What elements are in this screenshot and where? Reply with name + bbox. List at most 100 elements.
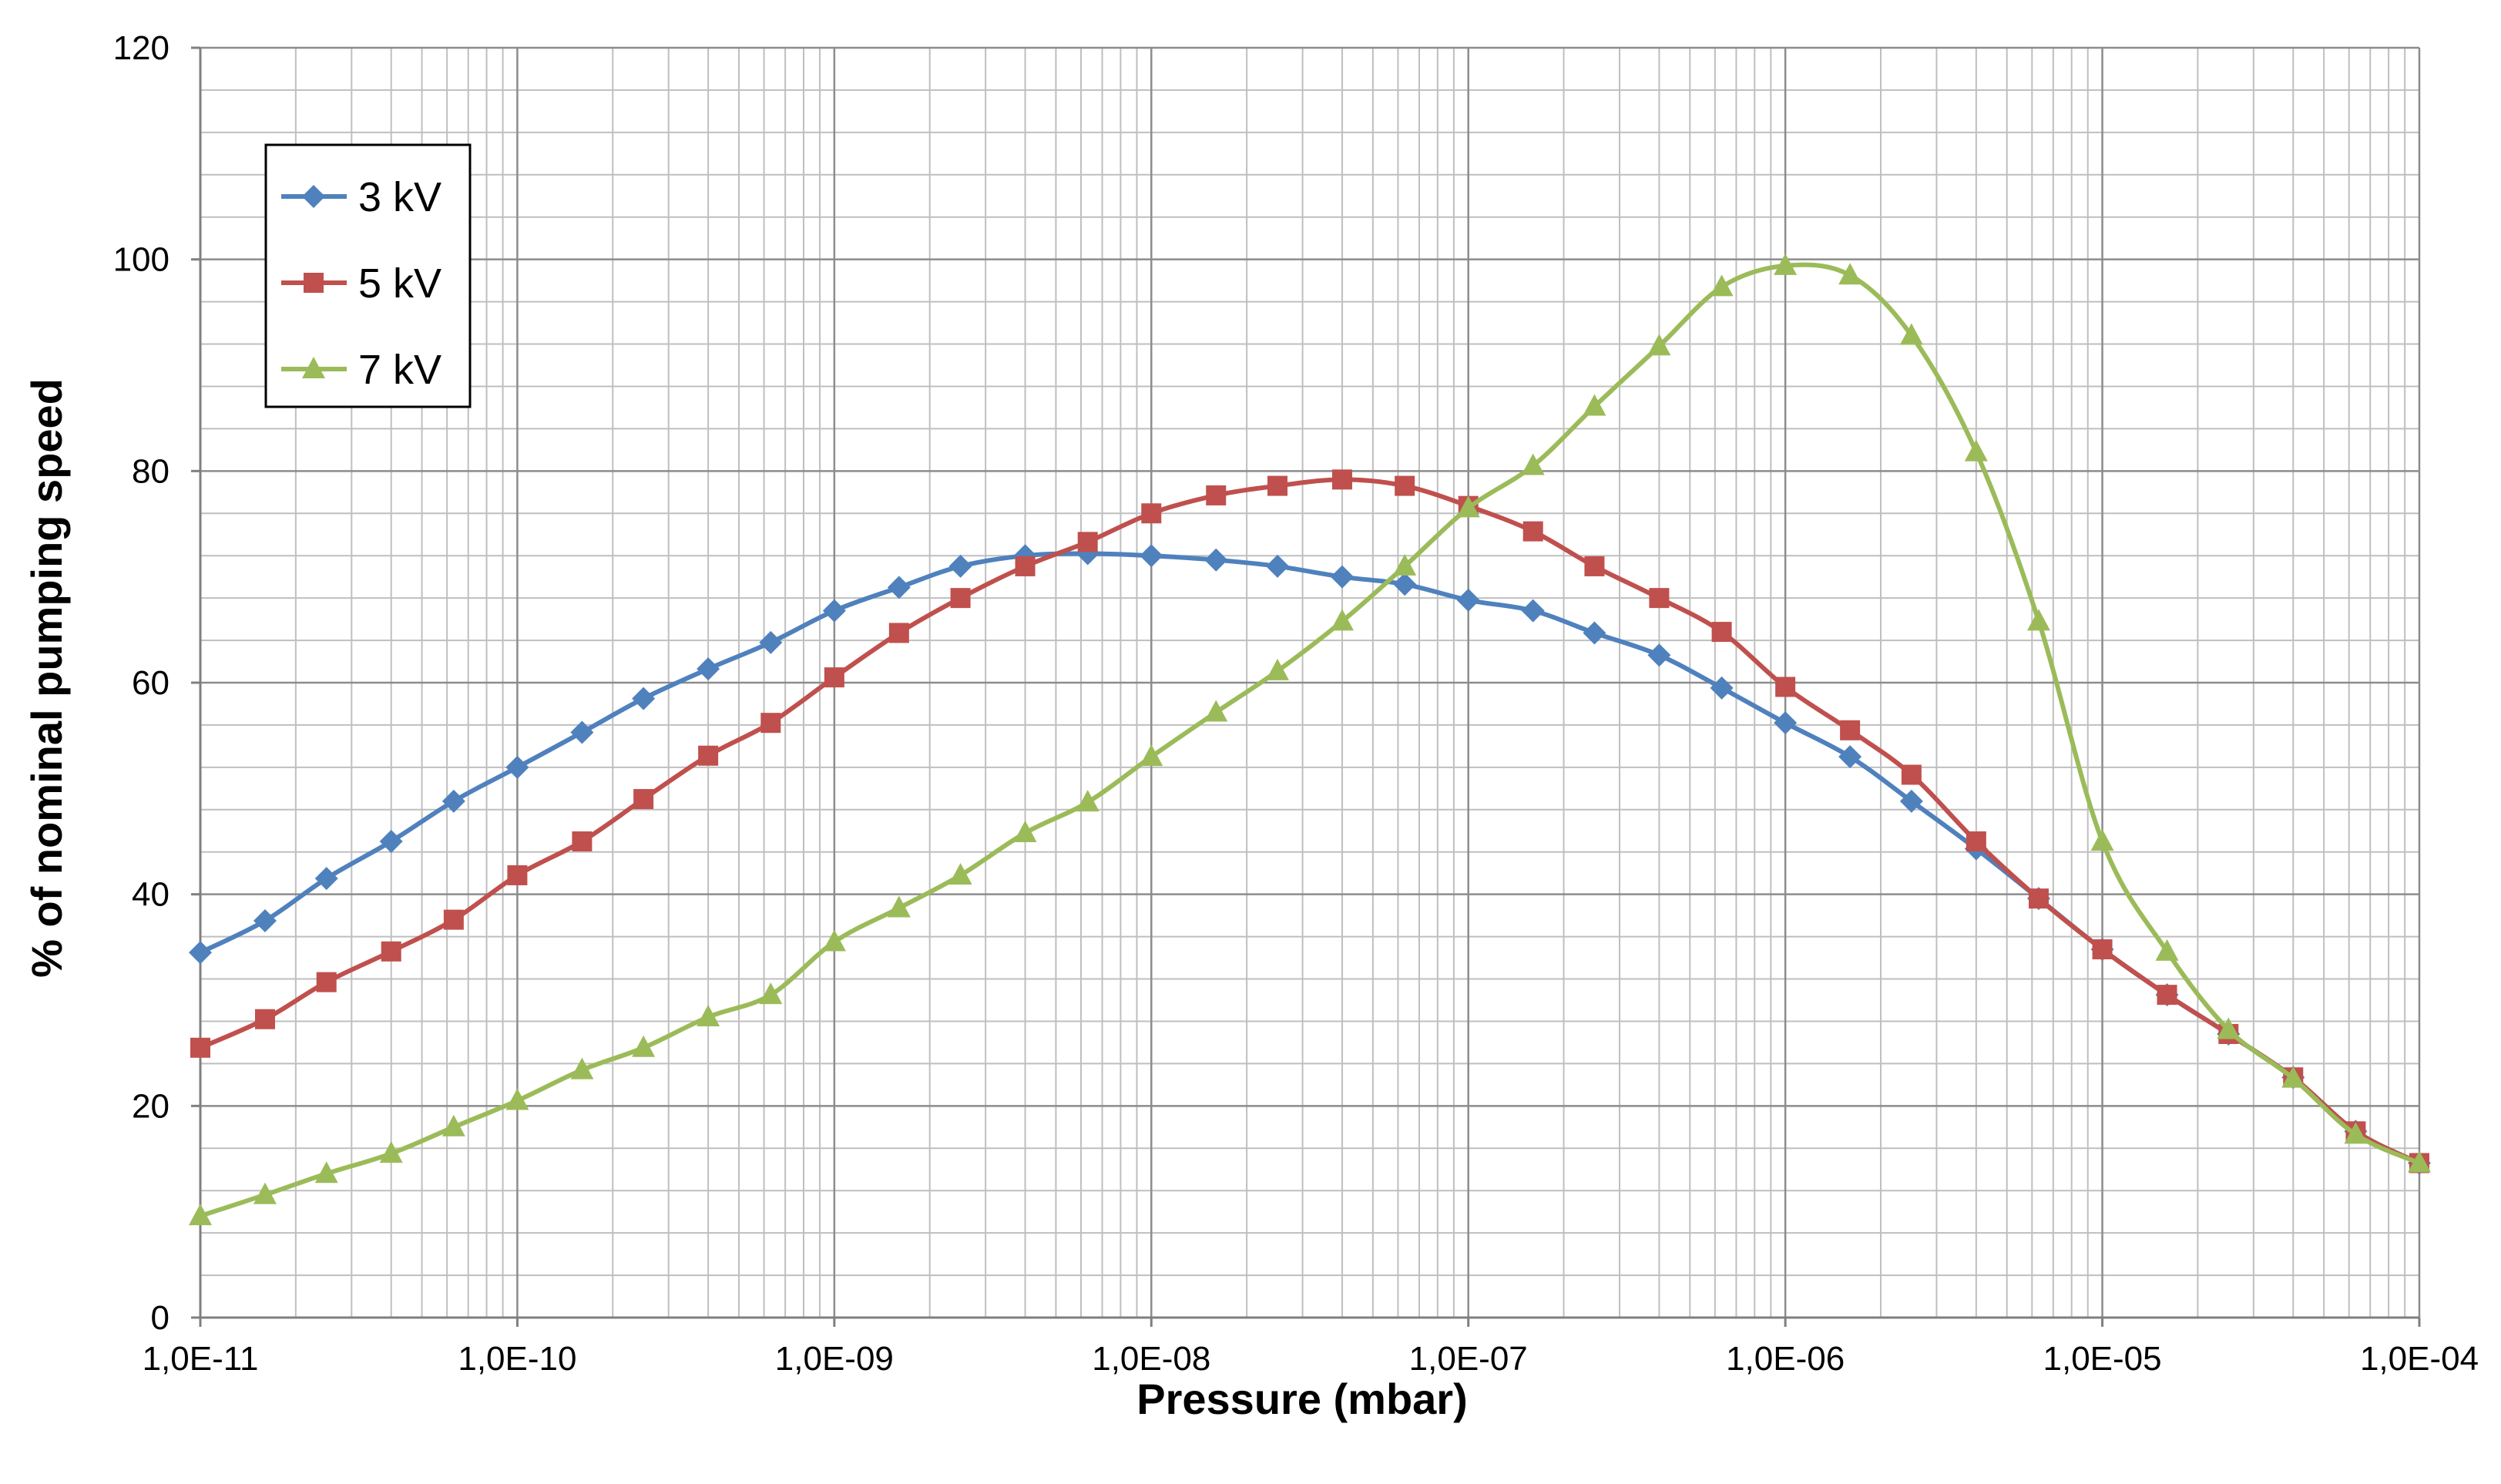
data-point-5-kv: [381, 941, 401, 962]
data-point-5-kv: [2029, 888, 2049, 909]
legend-marker-3-kv: [302, 185, 325, 208]
data-point-5-kv: [2157, 985, 2177, 1006]
data-point-7-kv: [1204, 700, 1228, 722]
data-point-7-kv: [1647, 334, 1671, 356]
data-point-3-kv: [1456, 588, 1480, 612]
data-point-7-kv: [2027, 609, 2051, 631]
series-5-kv: [190, 469, 2429, 1173]
data-point-7-kv: [1899, 323, 1923, 345]
data-point-3-kv: [697, 657, 720, 681]
y-tick-label: 60: [132, 664, 170, 702]
data-point-7-kv: [1393, 553, 1417, 576]
data-point-7-kv: [632, 1035, 656, 1057]
data-point-5-kv: [1711, 622, 1732, 643]
data-point-5-kv: [254, 1009, 275, 1029]
x-tick-label: 1,0E-09: [775, 1340, 894, 1378]
data-point-3-kv: [1330, 565, 1354, 589]
x-axis-title: Pressure (mbar): [1136, 1375, 1468, 1423]
data-point-5-kv: [950, 588, 971, 609]
data-point-5-kv: [888, 623, 909, 643]
data-point-3-kv: [505, 755, 529, 779]
legend-item-3-kv: 3 kV: [281, 174, 441, 220]
data-point-7-kv: [822, 929, 846, 952]
data-point-5-kv: [824, 667, 844, 688]
legend-item-7-kv: 7 kV: [281, 347, 441, 393]
data-point-3-kv: [887, 576, 911, 599]
data-point-7-kv: [1076, 790, 1099, 812]
data-point-5-kv: [316, 972, 337, 992]
data-point-7-kv: [1710, 274, 1734, 297]
data-point-5-kv: [1206, 485, 1227, 505]
data-point-7-kv: [2155, 938, 2179, 961]
data-point-5-kv: [1775, 677, 1796, 697]
data-point-3-kv: [1393, 572, 1417, 596]
x-tick-label: 1,0E-08: [1092, 1340, 1210, 1378]
data-point-7-kv: [1964, 439, 1988, 462]
data-point-3-kv: [948, 554, 972, 578]
data-point-3-kv: [1266, 554, 1290, 578]
data-point-3-kv: [632, 687, 656, 710]
x-tick-label: 1,0E-04: [2360, 1340, 2479, 1378]
data-point-5-kv: [1584, 556, 1605, 576]
y-tick-label: 40: [132, 876, 170, 914]
series-7-kv: [189, 253, 2431, 1226]
data-point-3-kv: [570, 720, 594, 744]
data-point-5-kv: [190, 1037, 210, 1058]
data-point-3-kv: [1583, 621, 1606, 645]
y-tick-label: 20: [132, 1087, 170, 1125]
data-point-5-kv: [1901, 764, 1922, 785]
data-point-5-kv: [1395, 475, 1415, 496]
data-point-7-kv: [1140, 744, 1163, 767]
data-point-3-kv: [1774, 711, 1798, 735]
data-point-7-kv: [2217, 1017, 2241, 1039]
data-point-7-kv: [2281, 1066, 2305, 1088]
x-tick-label: 1,0E-11: [143, 1340, 259, 1378]
data-point-7-kv: [1330, 609, 1354, 631]
data-point-5-kv: [572, 831, 593, 851]
data-point-5-kv: [2092, 939, 2113, 960]
legend-marker-7-kv: [302, 357, 325, 378]
data-point-7-kv: [505, 1088, 529, 1110]
x-tick-label: 1,0E-10: [458, 1340, 576, 1378]
data-point-5-kv: [1522, 521, 1543, 542]
data-point-7-kv: [1266, 658, 1290, 680]
data-point-3-kv: [1899, 789, 1923, 813]
data-point-3-kv: [1521, 599, 1545, 623]
data-point-7-kv: [1583, 394, 1606, 416]
tick-labels: 1,0E-11 1,0E-10 1,0E-09 1,0E-08 1,0E-07 1,0E-…: [113, 29, 2479, 1378]
legend-label-5-kv: 5 kV: [358, 260, 441, 307]
data-point-3-kv: [314, 867, 338, 891]
data-point-5-kv: [443, 909, 464, 930]
data-point-5-kv: [1267, 475, 1288, 496]
x-tick-label: 1,0E-05: [2043, 1340, 2162, 1378]
data-point-7-kv: [1838, 263, 1862, 285]
data-point-7-kv: [2090, 829, 2114, 851]
data-point-7-kv: [379, 1141, 403, 1163]
axes: [191, 46, 2421, 1327]
data-point-3-kv: [1710, 676, 1734, 700]
series-line-7-kv: [200, 262, 2421, 1219]
data-point-3-kv: [1647, 643, 1671, 667]
data-point-7-kv: [1521, 453, 1545, 475]
data-point-7-kv: [1774, 253, 1798, 275]
data-point-7-kv: [2344, 1122, 2368, 1144]
y-tick-label: 100: [113, 241, 170, 279]
data-point-7-kv: [759, 982, 783, 1005]
x-tick-label: 1,0E-06: [1726, 1340, 1845, 1378]
data-point-5-kv: [698, 745, 719, 766]
data-point-7-kv: [570, 1057, 594, 1079]
data-point-3-kv: [759, 630, 783, 654]
data-point-7-kv: [948, 862, 972, 885]
data-point-3-kv: [1140, 544, 1163, 568]
data-point-3-kv: [1204, 548, 1228, 572]
data-point-3-kv: [379, 830, 403, 853]
data-point-7-kv: [253, 1182, 277, 1204]
data-point-7-kv: [441, 1114, 465, 1137]
data-point-7-kv: [1013, 821, 1037, 843]
series-layer: [189, 253, 2431, 1226]
data-point-5-kv: [633, 789, 654, 810]
data-point-3-kv: [822, 599, 846, 623]
data-point-5-kv: [1840, 720, 1861, 740]
